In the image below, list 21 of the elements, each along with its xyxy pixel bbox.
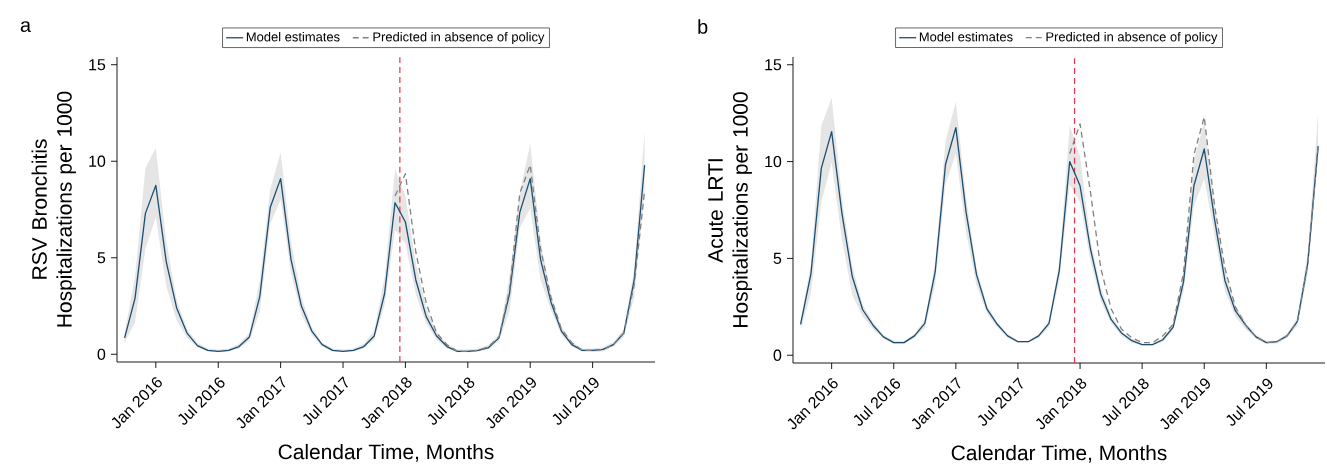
x-axis-title: Calendar Time, Months xyxy=(278,443,494,462)
y-tick-label: 5 xyxy=(97,252,106,264)
y-tick-label: 0 xyxy=(97,348,106,360)
line-series xyxy=(1069,116,1319,344)
y-axis-title: Acute LRTI Hospitalizations per 1000 xyxy=(708,92,752,327)
legend-label: Model estimates xyxy=(246,31,340,42)
line-series xyxy=(394,164,646,353)
chart-title: a xyxy=(20,21,32,33)
y-tick-label: 15 xyxy=(765,59,782,71)
legend-label: Predicted in absence of policy xyxy=(1046,31,1218,44)
y-tick-label: 5 xyxy=(773,252,782,264)
y-tick-label: 0 xyxy=(773,349,782,361)
y-tick-label: 10 xyxy=(765,155,782,168)
chart-title: b xyxy=(698,19,708,34)
legend-label: Model estimates xyxy=(919,31,1013,42)
y-tick-label: 15 xyxy=(89,59,106,71)
line-series xyxy=(123,164,646,353)
y-tick-label: 10 xyxy=(89,155,106,167)
x-axis-title: Calendar Time, Months xyxy=(951,444,1167,463)
legend-label: Predicted in absence of policy xyxy=(373,31,545,45)
y-axis-title: RSV Bronchitis Hospitalizations per 1000 xyxy=(31,91,76,327)
